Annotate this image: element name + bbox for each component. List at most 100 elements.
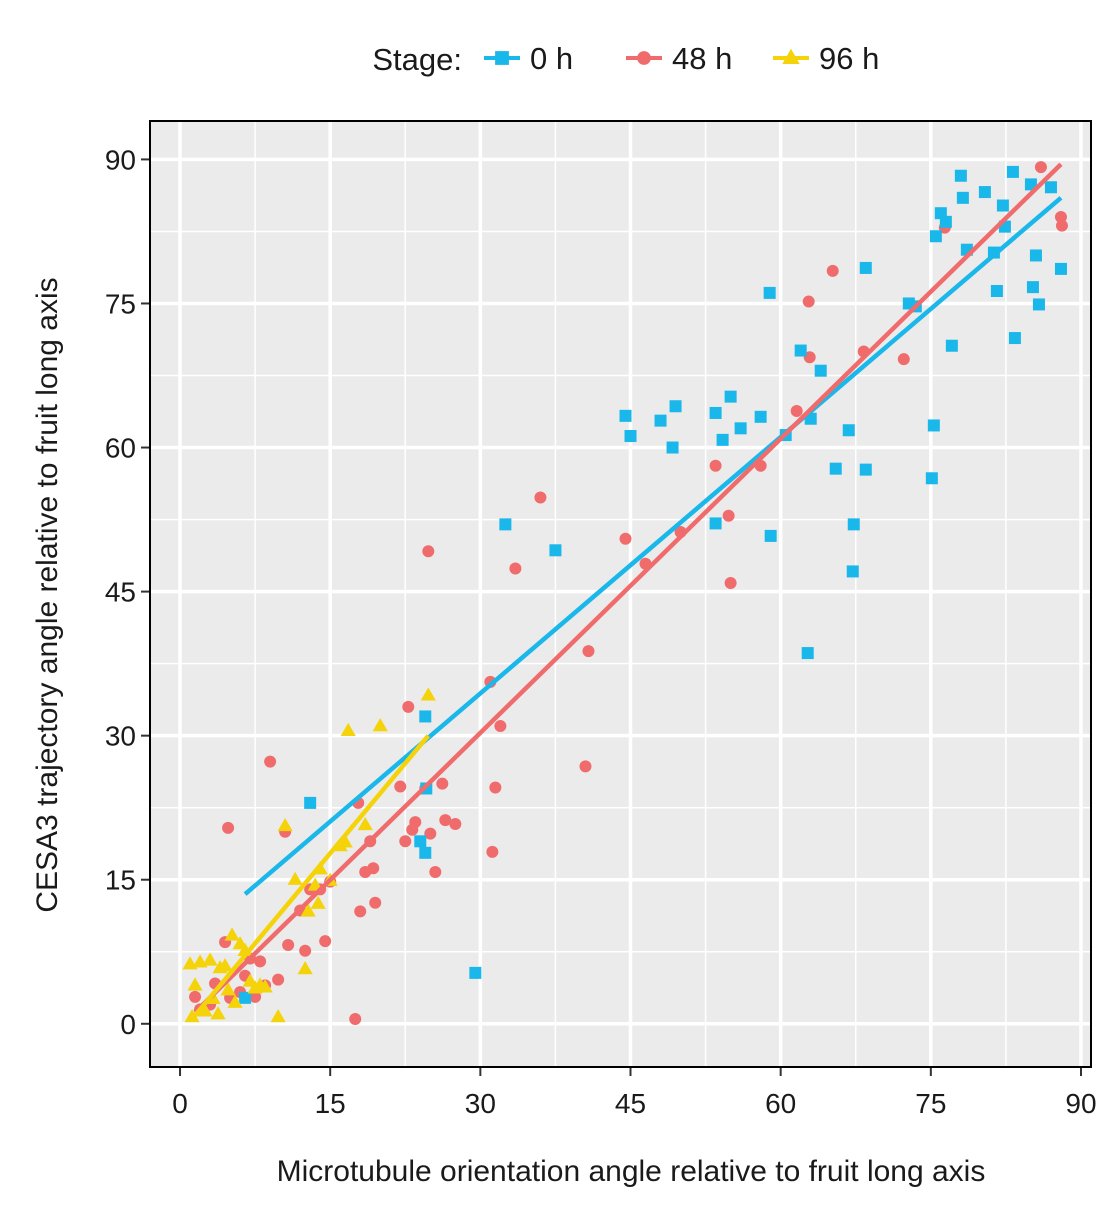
data-point: [794, 344, 807, 357]
data-point: [297, 961, 313, 975]
data-point: [579, 760, 592, 773]
data-point: [449, 818, 462, 831]
data-point: [210, 1006, 226, 1020]
x-tick-label: 45: [615, 1088, 646, 1119]
data-point: [582, 645, 595, 658]
data-point: [486, 845, 499, 858]
data-point: [409, 816, 422, 829]
data-point: [763, 286, 776, 299]
data-point: [803, 351, 816, 364]
data-point: [220, 982, 236, 996]
data-point: [954, 169, 967, 182]
data-point: [264, 755, 277, 768]
data-point: [369, 896, 382, 909]
data-point: [367, 862, 380, 875]
series-points-0h: [239, 165, 1067, 1004]
data-point: [754, 410, 767, 423]
data-point: [996, 199, 1009, 212]
data-point: [282, 939, 295, 952]
x-axis-title: Microtubule orientation angle relative t…: [277, 1155, 986, 1188]
data-point: [709, 459, 722, 472]
data-point: [436, 777, 449, 790]
data-point: [272, 973, 285, 986]
panel-border: [149, 120, 1092, 1068]
data-point: [1034, 161, 1047, 174]
data-point: [859, 261, 872, 274]
y-tick-label: 15: [105, 865, 136, 896]
data-point: [469, 966, 482, 979]
data-point: [354, 905, 367, 918]
x-tick-label: 60: [765, 1088, 796, 1119]
data-point: [549, 544, 562, 557]
data-point: [419, 846, 432, 859]
data-point: [897, 353, 910, 366]
data-point: [790, 405, 803, 418]
legend-key-marker: [637, 51, 651, 65]
data-point: [709, 406, 722, 419]
y-axis-title: CESA3 trajectory angle relative to fruit…: [31, 277, 64, 912]
data-point: [439, 814, 452, 827]
legend-entry-0h: 0 h: [484, 41, 573, 76]
y-tick-label: 30: [105, 721, 136, 752]
y-axis-ticks: 0 15 30 45 60 75 90: [105, 144, 150, 1040]
data-point: [990, 284, 1003, 297]
data-point: [419, 710, 432, 723]
data-point: [270, 1009, 286, 1023]
data-point: [189, 990, 202, 1003]
legend-key-marker: [782, 48, 800, 64]
data-point: [499, 518, 512, 531]
data-point: [945, 339, 958, 352]
data-point: [1055, 219, 1068, 232]
data-point: [1026, 281, 1039, 294]
data-point: [349, 1012, 362, 1025]
data-point: [394, 780, 407, 793]
data-point: [187, 977, 203, 991]
legend-entry-96h: 96 h: [773, 41, 879, 76]
data-point: [1006, 165, 1019, 178]
data-point: [1008, 332, 1021, 345]
data-point: [224, 927, 240, 941]
data-point: [227, 994, 243, 1008]
x-tick-label: 0: [172, 1088, 188, 1119]
data-point: [716, 433, 729, 446]
data-point: [724, 390, 737, 403]
data-point: [801, 647, 814, 660]
data-point: [239, 991, 252, 1004]
regression-lines: [190, 162, 1063, 1021]
data-point: [422, 545, 435, 558]
data-point: [669, 400, 682, 413]
gridlines: [150, 121, 1091, 1067]
data-point: [927, 419, 940, 432]
data-point: [249, 990, 262, 1003]
data-point: [654, 414, 667, 427]
data-point: [534, 491, 547, 504]
data-point: [802, 295, 815, 308]
data-point: [859, 463, 872, 476]
legend-label: 96 h: [819, 41, 879, 76]
data-point: [424, 827, 437, 840]
y-tick-label: 90: [105, 144, 136, 175]
data-point: [357, 816, 373, 831]
y-tick-label: 75: [105, 288, 136, 319]
data-point: [202, 952, 218, 966]
data-point: [1032, 298, 1045, 311]
legend-label: 0 h: [530, 41, 573, 76]
data-point: [978, 186, 991, 199]
data-point: [494, 720, 507, 733]
legend-key-marker: [495, 51, 509, 65]
data-point: [307, 877, 323, 891]
data-point: [420, 687, 436, 701]
data-point: [1029, 249, 1042, 262]
data-point: [764, 529, 777, 542]
legend-entry-48h: 48 h: [626, 41, 732, 76]
y-tick-label: 0: [120, 1009, 136, 1040]
data-point: [337, 834, 353, 848]
data-point: [277, 817, 293, 832]
data-point: [197, 1003, 213, 1017]
fit-line-96h: [190, 734, 431, 1021]
data-point: [709, 517, 722, 530]
data-point: [925, 472, 938, 485]
data-point: [722, 509, 735, 522]
data-point: [846, 565, 859, 578]
x-tick-label: 90: [1065, 1088, 1096, 1119]
